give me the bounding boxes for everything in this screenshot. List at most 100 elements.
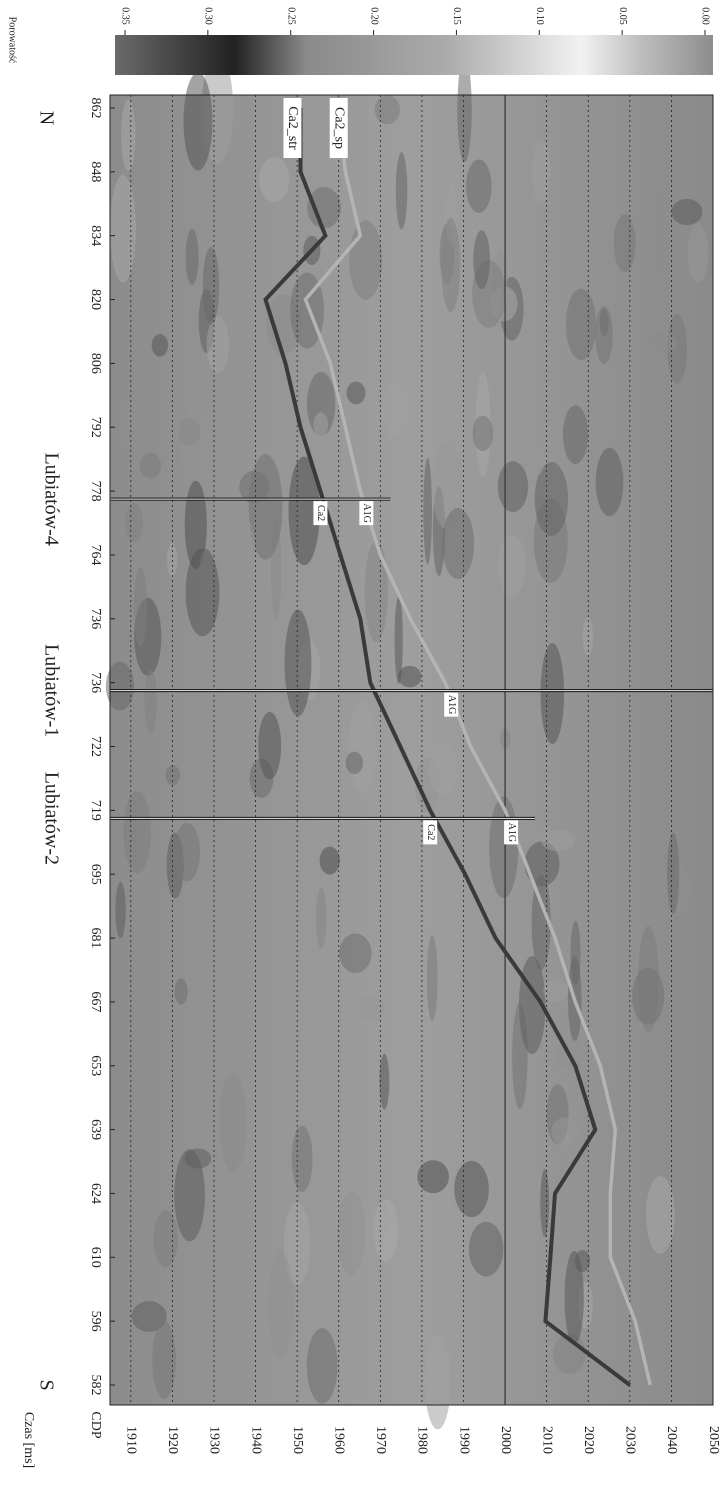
y-tick-label: 2050 [706,1426,721,1454]
texture-blob [374,95,400,125]
y-tick-label: 2000 [498,1426,513,1454]
texture-blob [551,1117,579,1147]
texture-blob [441,217,461,312]
texture-blob [375,651,391,693]
texture-blob [202,246,220,325]
texture-blob [472,415,494,452]
texture-blob [562,405,589,465]
texture-blob [283,1202,311,1286]
texture-blob [337,1191,366,1275]
well-marker: A1G [446,695,457,714]
x-tick-label: 722 [88,736,103,757]
horizon [303,107,652,1386]
texture-blob [339,933,372,973]
texture-blob [206,316,229,374]
texture-blob [315,888,327,949]
y-axis-label: Czas [ms] [21,1412,36,1468]
texture-blob [152,1320,176,1400]
texture-blob [121,99,136,171]
texture-blob [424,1334,451,1430]
texture-blob [428,744,458,796]
texture-blob [473,230,490,290]
texture-blob [468,1221,504,1277]
texture-blob [540,1168,550,1238]
x-tick-label: 736 [88,608,103,629]
y-tick-label: 2040 [664,1426,679,1454]
texture-blob [417,1160,449,1194]
plot-frame [109,94,714,1406]
legend-label: Ca2_sp [332,107,347,149]
well-marker-box [313,501,328,526]
x-tick-label: 596 [88,1311,103,1332]
texture-blob [648,183,663,276]
x-tick-label: 848 [88,161,103,182]
texture-blob [404,1099,425,1171]
texture-blob [355,995,385,1023]
colorbar-tick-label: 0.20 [368,7,379,25]
texture-blob [183,72,213,171]
texture-blob [284,609,312,717]
colorbar-tick-label: 0.30 [203,7,214,25]
texture-blob [426,934,438,1021]
texture-blob [379,1053,390,1110]
texture-blob [291,1125,313,1193]
texture-blob [364,540,388,643]
texture-blob [288,456,320,566]
direction-label: N [35,111,57,125]
colorbar-tick-label: 0.10 [534,7,545,25]
texture-blob [258,711,282,780]
x-tick-label: 695 [88,864,103,885]
y-tick-label: 1910 [124,1426,139,1454]
texture-blob [423,458,432,565]
y-tick-label: 1940 [248,1426,263,1454]
x-axis-label: CDP [88,1411,103,1438]
colorbar-tick-label: 0.25 [285,7,296,25]
y-tick-label: 1950 [290,1426,305,1454]
texture-blob [174,978,188,1005]
well-marker-box [504,820,519,845]
texture-blob [372,1205,393,1234]
texture-blob [349,220,383,300]
well-marker: Ca2 [425,824,436,840]
well-marker-box [423,820,438,845]
texture-blob [520,445,545,478]
texture-blob [541,829,575,852]
y-tick-label: 1980 [415,1426,430,1454]
texture-blob [144,670,157,734]
texture-blob [166,543,178,577]
texture-blob [174,822,201,882]
x-tick-label: 736 [88,672,103,693]
x-tick-label: 792 [88,417,103,438]
texture-blob [454,1160,489,1218]
well-name: Lubiatów-4 [40,452,62,545]
texture-blob [687,223,709,283]
texture-blob [534,462,569,536]
texture-blob [267,1251,294,1359]
texture-blob [632,967,665,1025]
texture-blob [531,874,551,971]
y-tick-label: 1920 [165,1426,180,1454]
texture-blob [457,56,472,162]
colorbar-tick-label: 0.00 [700,7,711,25]
x-tick-label: 653 [88,1055,103,1076]
x-tick-label: 639 [88,1119,103,1140]
texture-blob [110,174,136,283]
legend-box [283,98,302,158]
x-tick-label: 806 [88,353,103,374]
well-name: Lubiatów-2 [40,772,62,865]
texture-blob [184,1148,212,1169]
legend-label: Ca2_str [285,106,300,150]
x-tick-label: 610 [88,1247,103,1268]
texture-blob [564,1250,584,1345]
texture-blob [613,214,636,273]
texture-blob [259,157,290,203]
texture-blob [398,665,422,688]
x-tick-label: 862 [88,98,103,119]
texture-blob [645,1176,675,1254]
well-marker: A1G [506,823,517,842]
texture-blob [151,334,169,357]
y-tick-label: 1960 [332,1426,347,1454]
y-tick-label: 2030 [623,1426,638,1454]
colorbar-tick-label: 0.35 [120,7,131,25]
texture-blob [667,314,688,384]
